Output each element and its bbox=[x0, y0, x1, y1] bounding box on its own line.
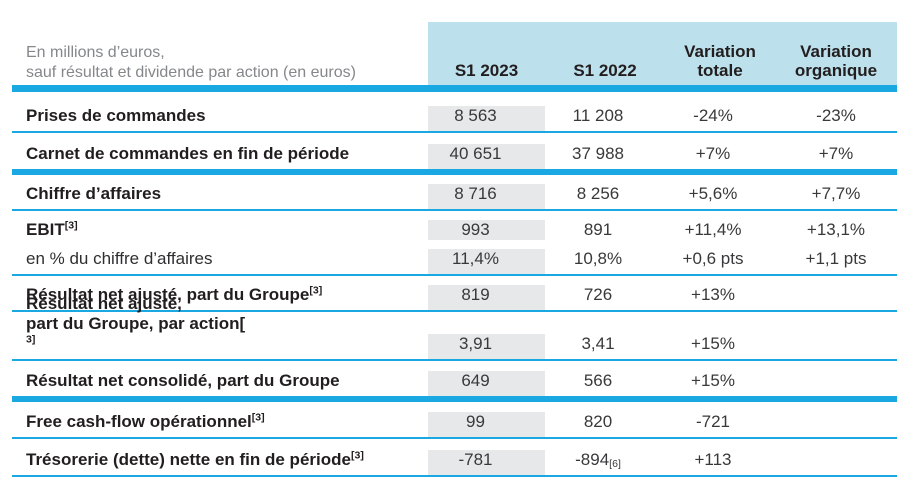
footnote-marker: [3] bbox=[64, 218, 78, 231]
caption-line-1: En millions d’euros, bbox=[26, 44, 165, 61]
footnote-marker: [3] bbox=[251, 411, 265, 424]
value-variation-organique bbox=[775, 305, 897, 310]
table-caption: En millions d’euros, sauf résultat et di… bbox=[12, 22, 428, 85]
caption-line-2: sauf résultat et dividende par action (e… bbox=[26, 64, 356, 81]
table-row-free-cash-flow: Free cash-flow opérationnel[3] 99 820 -7… bbox=[12, 402, 897, 439]
row-label: en % du chiffre d’affaires bbox=[26, 249, 213, 268]
value-s1-2023: -781 bbox=[428, 450, 545, 475]
row-label: Prises de commandes bbox=[26, 106, 206, 125]
value-s1-2022: 8 256 bbox=[576, 184, 620, 203]
row-label: Carnet de commandes en fin de période bbox=[26, 144, 350, 163]
value-s1-2022: 37 988 bbox=[572, 144, 624, 163]
value-variation-totale: +11,4% bbox=[684, 219, 742, 239]
value-s1-2022: 10,8% bbox=[573, 249, 623, 268]
value-s1-2022: 891 bbox=[583, 219, 613, 239]
column-header-s1-2022: S1 2022 bbox=[545, 22, 665, 85]
value-variation-totale: +113 bbox=[694, 450, 732, 469]
footnote-marker: [3] bbox=[350, 449, 364, 462]
value-variation-totale: +15% bbox=[691, 334, 735, 353]
table-row-pct-chiffre-daffaires: en % du chiffre d’affaires 11,4% 10,8% +… bbox=[12, 248, 897, 276]
value-s1-2023: 649 bbox=[428, 371, 545, 396]
value-s1-2023: 8 563 bbox=[428, 106, 545, 131]
value-s1-2022: 3,41 bbox=[581, 334, 615, 353]
row-label: Résultat net consolidé, part du Groupe bbox=[26, 371, 340, 390]
value-s1-2022: 11 208 bbox=[572, 106, 624, 125]
value-s1-2023: 819 bbox=[428, 285, 545, 310]
value-variation-totale: +13% bbox=[691, 285, 735, 304]
value-variation-organique: +13,1% bbox=[806, 219, 866, 239]
value-s1-2022: 726 bbox=[583, 285, 613, 304]
value-variation-totale: -721 bbox=[695, 412, 731, 431]
value-variation-organique: +7,7% bbox=[811, 184, 861, 203]
row-label: Chiffre d’affaires bbox=[26, 184, 162, 203]
footnote-marker: [3] bbox=[309, 284, 323, 297]
table-row-resultat-net-consolide: Résultat net consolidé, part du Groupe 6… bbox=[12, 361, 897, 402]
table-header-row: En millions d’euros, sauf résultat et di… bbox=[12, 22, 897, 92]
value-s1-2022: 566 bbox=[583, 371, 613, 390]
row-label: Free cash-flow opérationnel[3] bbox=[26, 411, 265, 431]
value-variation-organique bbox=[775, 391, 897, 396]
row-label-line-1: Résultat net ajusté, bbox=[26, 294, 182, 313]
column-header-s1-2023: S1 2023 bbox=[428, 22, 545, 85]
row-label: EBIT[3] bbox=[26, 218, 78, 239]
value-s1-2022: 820 bbox=[583, 412, 613, 431]
value-variation-organique: -23% bbox=[816, 106, 856, 125]
column-header-variation-organique: Variation organique bbox=[775, 22, 897, 85]
table-row-resultat-net-ajuste-par-action: Résultat net ajusté, part du Groupe, par… bbox=[12, 294, 897, 361]
row-label: Résultat net ajusté, part du Groupe, par… bbox=[12, 294, 428, 359]
value-variation-organique: +7% bbox=[818, 144, 854, 163]
value-variation-totale: +0,6 pts bbox=[682, 249, 744, 268]
row-label: Résultat net ajusté, part du Groupe[3] bbox=[26, 284, 323, 304]
value-variation-organique bbox=[775, 354, 897, 359]
value-variation-organique bbox=[775, 432, 897, 437]
value-variation-organique: +1,1 pts bbox=[805, 249, 867, 268]
table-row-ebit: EBIT[3] 993 891 +11,4% +13,1% bbox=[12, 211, 897, 248]
value-variation-organique bbox=[775, 470, 897, 475]
value-s1-2023: 99 bbox=[428, 412, 545, 437]
value-variation-totale: +5,6% bbox=[688, 184, 738, 203]
table-row-carnet-de-commandes: Carnet de commandes en fin de période 40… bbox=[12, 133, 897, 175]
value-variation-totale: +7% bbox=[695, 144, 731, 163]
row-label-line-2: part du Groupe, par action[3] bbox=[26, 314, 246, 346]
value-s1-2023: 8 716 bbox=[428, 184, 545, 209]
value-s1-2022: -894 [6] bbox=[575, 450, 621, 471]
value-s1-2023: 40 651 bbox=[428, 144, 545, 169]
value-s1-2023: 3,91 bbox=[428, 334, 545, 359]
footnote-marker: [6] bbox=[609, 458, 621, 471]
financial-results-table: En millions d’euros, sauf résultat et di… bbox=[12, 22, 897, 477]
value-variation-totale: +15% bbox=[691, 371, 735, 390]
column-header-variation-totale: Variation totale bbox=[665, 22, 775, 85]
table-row-resultat-net-ajuste: Résultat net ajusté, part du Groupe[3] 8… bbox=[12, 276, 897, 312]
value-s1-2023: 11,4% bbox=[428, 249, 545, 274]
row-label: Trésorerie (dette) nette en fin de pério… bbox=[26, 449, 364, 469]
value-s1-2023: 993 bbox=[428, 219, 545, 240]
value-variation-totale: -24% bbox=[693, 106, 733, 125]
table-row-tresorerie-nette: Trésorerie (dette) nette en fin de pério… bbox=[12, 439, 897, 477]
table-row-prises-de-commandes: Prises de commandes 8 563 11 208 -24% -2… bbox=[12, 92, 897, 133]
footnote-marker: 3] bbox=[26, 333, 36, 346]
table-row-chiffre-daffaires: Chiffre d’affaires 8 716 8 256 +5,6% +7,… bbox=[12, 175, 897, 211]
